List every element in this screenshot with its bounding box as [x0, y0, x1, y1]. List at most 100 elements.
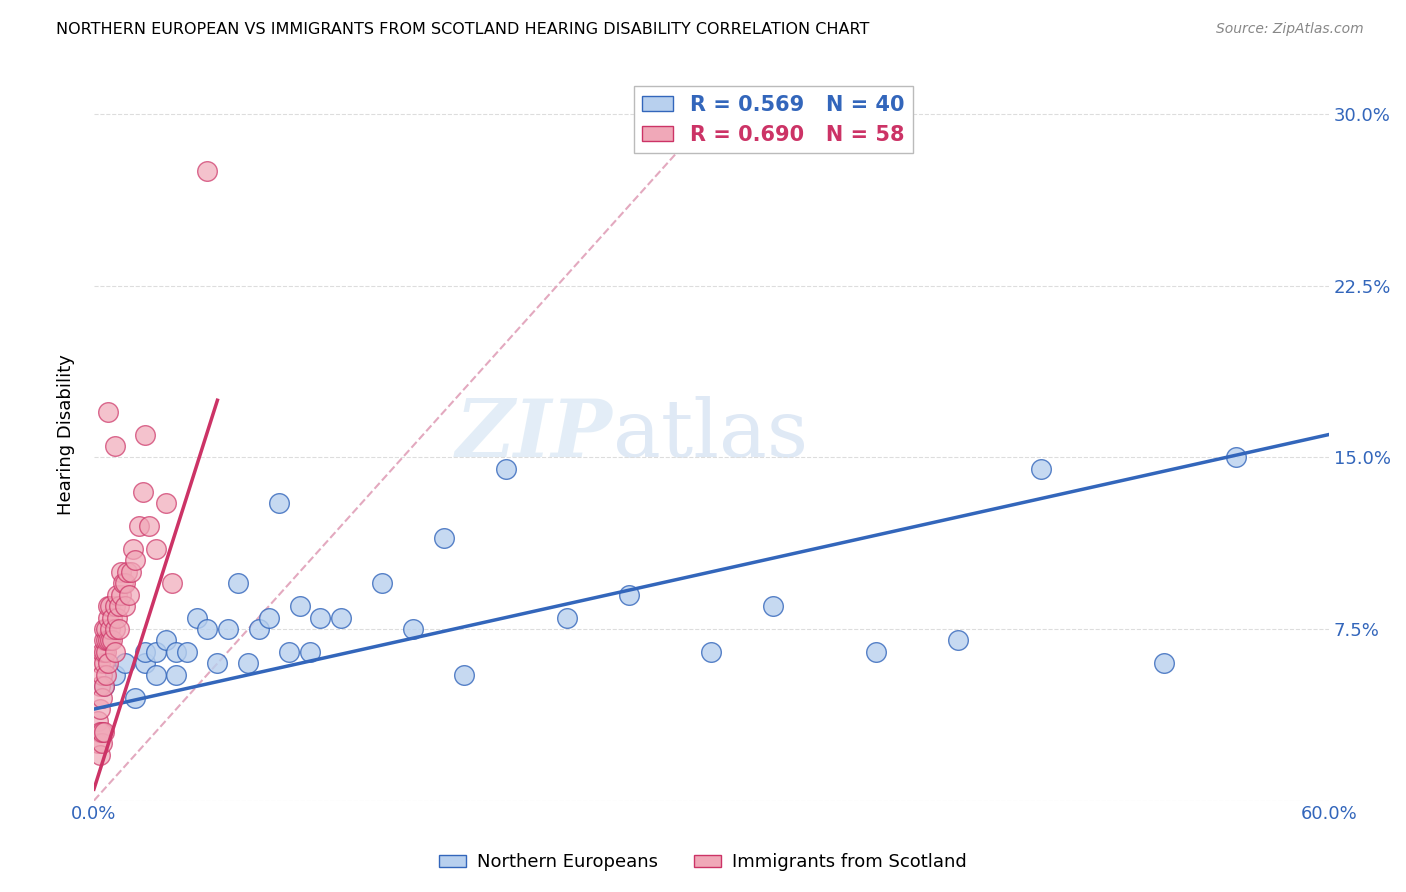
Point — [114, 599, 136, 614]
Text: ZIP: ZIP — [456, 396, 613, 474]
Point — [97, 405, 120, 419]
Point — [118, 588, 141, 602]
Point — [91, 736, 114, 750]
Point — [96, 622, 118, 636]
Point — [101, 610, 124, 624]
Point — [865, 645, 887, 659]
Point — [93, 633, 115, 648]
Point — [195, 622, 218, 636]
Point — [114, 657, 136, 671]
Point — [134, 645, 156, 659]
Point — [91, 725, 114, 739]
Point — [103, 645, 125, 659]
Point — [128, 519, 150, 533]
Point — [495, 462, 517, 476]
Point — [89, 679, 111, 693]
Point — [453, 667, 475, 681]
Point — [132, 484, 155, 499]
Point — [110, 565, 132, 579]
Point — [111, 576, 134, 591]
Point — [97, 657, 120, 671]
Point — [207, 657, 229, 671]
Point — [145, 645, 167, 659]
Legend: Northern Europeans, Immigrants from Scotland: Northern Europeans, Immigrants from Scot… — [432, 847, 974, 879]
Point — [91, 667, 114, 681]
Legend: R = 0.569   N = 40, R = 0.690   N = 58: R = 0.569 N = 40, R = 0.690 N = 58 — [634, 87, 912, 153]
Y-axis label: Hearing Disability: Hearing Disability — [58, 354, 75, 515]
Point — [114, 576, 136, 591]
Point — [103, 439, 125, 453]
Point — [97, 610, 120, 624]
Point — [309, 610, 332, 624]
Point — [299, 645, 322, 659]
Point — [89, 702, 111, 716]
Point — [155, 633, 177, 648]
Point — [145, 667, 167, 681]
Text: NORTHERN EUROPEAN VS IMMIGRANTS FROM SCOTLAND HEARING DISABILITY CORRELATION CHA: NORTHERN EUROPEAN VS IMMIGRANTS FROM SCO… — [56, 22, 870, 37]
Point — [247, 622, 270, 636]
Point — [226, 576, 249, 591]
Point — [155, 496, 177, 510]
Point — [115, 565, 138, 579]
Point — [103, 667, 125, 681]
Point — [107, 622, 129, 636]
Point — [257, 610, 280, 624]
Point — [1225, 450, 1247, 465]
Point — [91, 645, 114, 659]
Point — [110, 588, 132, 602]
Point — [402, 622, 425, 636]
Point — [89, 747, 111, 762]
Point — [134, 657, 156, 671]
Point — [97, 599, 120, 614]
Point — [89, 657, 111, 671]
Point — [617, 588, 640, 602]
Point — [948, 633, 970, 648]
Point — [122, 541, 145, 556]
Point — [1029, 462, 1052, 476]
Point — [91, 690, 114, 705]
Point — [145, 541, 167, 556]
Point — [105, 588, 128, 602]
Point — [93, 725, 115, 739]
Point — [93, 622, 115, 636]
Point — [288, 599, 311, 614]
Point — [93, 645, 115, 659]
Point — [134, 427, 156, 442]
Point — [93, 657, 115, 671]
Point — [269, 496, 291, 510]
Point — [555, 610, 578, 624]
Point — [195, 164, 218, 178]
Point — [93, 679, 115, 693]
Point — [329, 610, 352, 624]
Point — [97, 633, 120, 648]
Point — [96, 667, 118, 681]
Point — [101, 633, 124, 648]
Point — [278, 645, 301, 659]
Point — [87, 714, 110, 728]
Point — [217, 622, 239, 636]
Point — [96, 633, 118, 648]
Point — [176, 645, 198, 659]
Point — [165, 645, 187, 659]
Point — [371, 576, 394, 591]
Point — [87, 736, 110, 750]
Point — [433, 531, 456, 545]
Text: Source: ZipAtlas.com: Source: ZipAtlas.com — [1216, 22, 1364, 37]
Point — [93, 679, 115, 693]
Point — [165, 667, 187, 681]
Point — [100, 622, 122, 636]
Point — [124, 690, 146, 705]
Point — [100, 633, 122, 648]
Point — [762, 599, 785, 614]
Point — [96, 645, 118, 659]
Point — [89, 725, 111, 739]
Point — [107, 599, 129, 614]
Point — [103, 599, 125, 614]
Point — [100, 599, 122, 614]
Point — [1153, 657, 1175, 671]
Text: atlas: atlas — [613, 395, 807, 474]
Point — [120, 565, 142, 579]
Point — [186, 610, 208, 624]
Point — [124, 553, 146, 567]
Point — [138, 519, 160, 533]
